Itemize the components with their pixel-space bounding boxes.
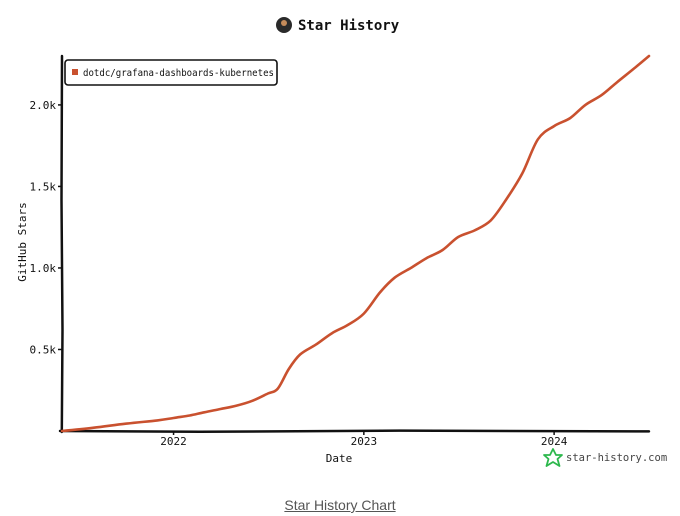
- star-logo-icon: [543, 448, 563, 467]
- y-tick-label: 1.5k: [30, 180, 57, 193]
- y-axis-ticks: 0.5k 1.0k 1.5k 2.0k: [30, 99, 62, 356]
- star-history-chart-link[interactable]: Star History Chart: [284, 497, 396, 513]
- y-tick-label: 2.0k: [30, 99, 57, 112]
- legend-box: [64, 59, 278, 86]
- watermark-text: star-history.com: [566, 452, 667, 464]
- legend-label: dotdc/grafana-dashboards-kubernetes: [83, 68, 274, 79]
- y-axis-label: GitHub Stars: [16, 202, 29, 281]
- x-axis-label: Date: [326, 452, 353, 465]
- avatar-face: [281, 20, 287, 26]
- y-tick-label: 1.0k: [30, 262, 57, 275]
- y-axis-line: [60, 54, 64, 434]
- star-history-chart: Star History 0.5k1.0k1.5k2.0k 2022 2023 20…: [16, 17, 667, 467]
- chart-title-group: Star History: [276, 17, 400, 34]
- legend: dotdc/grafana-dashboards-kubernetes: [64, 59, 278, 86]
- legend-swatch: [72, 69, 78, 75]
- watermark: star-history.com: [543, 448, 667, 467]
- x-axis-ticks: 2022 2023 2024: [160, 431, 568, 448]
- x-axis-line: [58, 429, 651, 434]
- y-tick-label: 0.5k: [30, 343, 57, 356]
- x-tick-label: 2024: [541, 435, 568, 448]
- chart-title: Star History: [298, 18, 400, 34]
- series-line-grafana-dashboards-kubernetes: [60, 54, 651, 433]
- x-tick-label: 2022: [160, 435, 187, 448]
- x-tick-label: 2023: [351, 435, 378, 448]
